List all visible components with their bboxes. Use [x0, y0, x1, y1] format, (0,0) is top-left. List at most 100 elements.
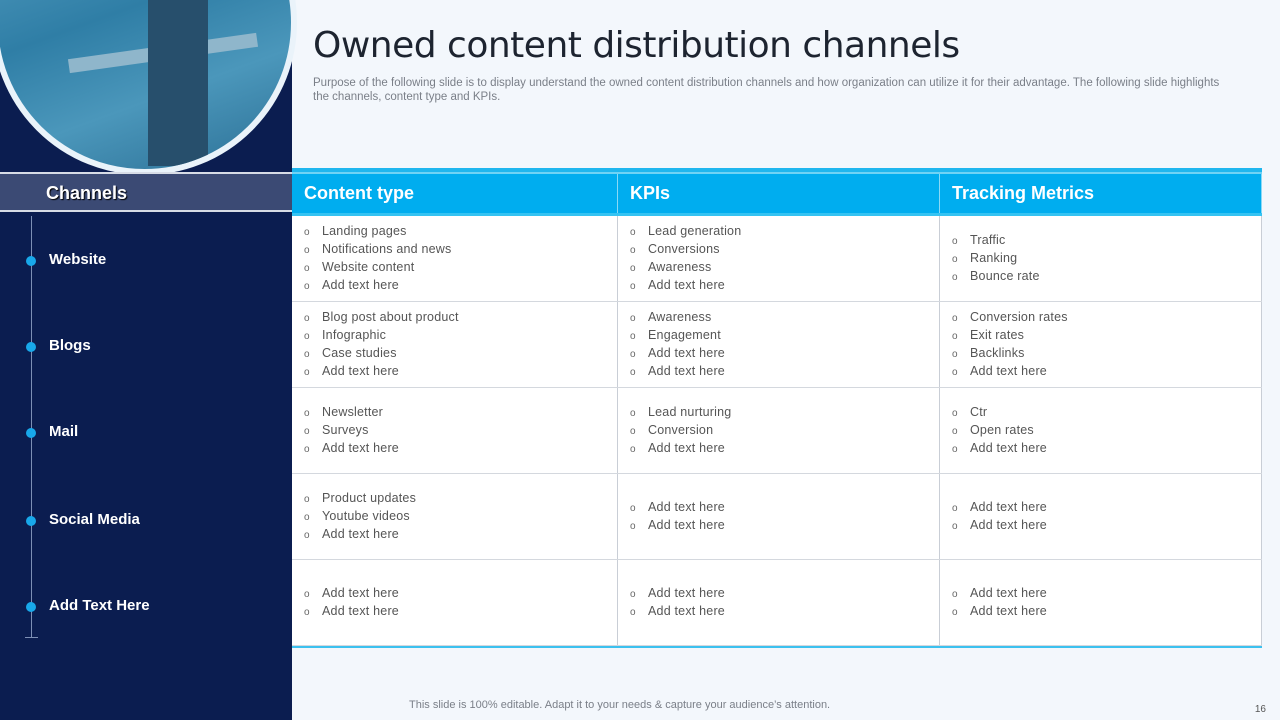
list-item: o Landing pages — [304, 223, 617, 241]
bullet-icon: o — [952, 235, 958, 247]
list-item: o Notifications and news — [304, 241, 617, 259]
list-item: o Add text here — [630, 499, 939, 517]
list-item: o Add text here — [304, 277, 617, 295]
list-item: o Ranking — [952, 250, 1261, 268]
bullet-icon: o — [304, 312, 310, 324]
channel-label: Social Media — [49, 511, 140, 528]
timeline-dot-icon — [26, 602, 36, 612]
content-cell: o Newsletter o Surveys o Add text here — [292, 388, 618, 473]
kpis-cell: o Awareness o Engagement o Add text here o Add … — [618, 302, 940, 387]
bullet-icon: o — [952, 502, 958, 514]
list-item: o Blog post about product — [304, 309, 617, 327]
footer-text: This slide is 100% editable. Adapt it to… — [409, 699, 831, 711]
kpis-cell: o Lead generation o Conversions o Awareness o A… — [618, 216, 940, 301]
bullet-icon: o — [630, 244, 636, 256]
list-item: o Add text here — [952, 603, 1261, 621]
list-item: o Infographic — [304, 327, 617, 345]
bullet-icon: o — [952, 407, 958, 419]
table-row: o Add text here o Add text here o Add text he… — [292, 560, 1262, 646]
bullet-icon: o — [952, 606, 958, 618]
list-item: o Case studies — [304, 345, 617, 363]
channel-item: Add Text Here — [26, 597, 150, 614]
page-number: 16 — [1254, 704, 1266, 715]
list-item: o Awareness — [630, 309, 939, 327]
list-item: o Add text here — [630, 585, 939, 603]
content-cell: o Product updates o Youtube videos o Add text… — [292, 474, 618, 559]
list-item: o Add text here — [304, 585, 617, 603]
channel-label: Add Text Here — [49, 597, 150, 614]
list-item: o Exit rates — [952, 327, 1261, 345]
bullet-icon: o — [304, 280, 310, 292]
bullet-icon: o — [952, 348, 958, 360]
bullet-icon: o — [952, 366, 958, 378]
list-item: o Add text here — [630, 517, 939, 535]
list-item: o Add text here — [952, 517, 1261, 535]
table-row: o Newsletter o Surveys o Add text here o Lead n… — [292, 388, 1262, 474]
header-tracking-metrics: Tracking Metrics — [940, 174, 1262, 213]
table-row: o Blog post about product o Infographic o Cas… — [292, 302, 1262, 388]
metrics-cell: o Add text here o Add text here — [940, 560, 1262, 645]
timeline-end — [25, 637, 38, 638]
bullet-icon: o — [952, 330, 958, 342]
list-item: o Lead nurturing — [630, 404, 939, 422]
kpis-cell: o Add text here o Add text here — [618, 560, 940, 645]
bullet-icon: o — [304, 330, 310, 342]
channel-item: Blogs — [26, 337, 91, 354]
bullet-icon: o — [630, 425, 636, 437]
channel-item: Mail — [26, 423, 78, 440]
timeline-dot-icon — [26, 428, 36, 438]
bullet-icon: o — [630, 262, 636, 274]
bullet-icon: o — [304, 493, 310, 505]
list-item: o Conversion rates — [952, 309, 1261, 327]
bullet-icon: o — [630, 407, 636, 419]
channel-item: Website — [26, 251, 106, 268]
table-row: o Landing pages o Notifications and news o We… — [292, 216, 1262, 302]
slide-subtitle: Purpose of the following slide is to dis… — [313, 77, 1220, 103]
content-cell: o Blog post about product o Infographic o Cas… — [292, 302, 618, 387]
list-item: o Conversions — [630, 241, 939, 259]
channel-label: Blogs — [49, 337, 91, 354]
bullet-icon: o — [952, 271, 958, 283]
list-item: o Add text here — [304, 526, 617, 544]
list-item: o Product updates — [304, 490, 617, 508]
list-item: o Add text here — [304, 363, 617, 381]
channel-label: Mail — [49, 423, 79, 440]
kpis-cell: o Lead nurturing o Conversion o Add text here — [618, 388, 940, 473]
list-item: o Newsletter — [304, 404, 617, 422]
content-cell: o Add text here o Add text here — [292, 560, 618, 645]
list-item: o Ctr — [952, 404, 1261, 422]
bullet-icon: o — [304, 226, 310, 238]
timeline-dot-icon — [26, 256, 36, 266]
list-item: o Backlinks — [952, 345, 1261, 363]
bullet-icon: o — [952, 588, 958, 600]
list-item: o Lead generation — [630, 223, 939, 241]
header-content-type: Content type — [292, 174, 618, 213]
channels-header-label: Channels — [46, 183, 128, 203]
bullet-icon: o — [630, 348, 636, 360]
list-item: o Engagement — [630, 327, 939, 345]
bullet-icon: o — [304, 588, 310, 600]
list-item: o Add text here — [630, 363, 939, 381]
channel-label: Website — [49, 251, 107, 268]
bullet-icon: o — [304, 511, 310, 523]
metrics-cell: o Ctr o Open rates o Add text here — [940, 388, 1262, 473]
list-item: o Add text here — [952, 499, 1261, 517]
bullet-icon: o — [630, 502, 636, 514]
list-item: o Awareness — [630, 259, 939, 277]
bullet-icon: o — [304, 244, 310, 256]
slide-title: Owned content distribution channels — [313, 25, 960, 66]
kpis-cell: o Add text here o Add text here — [618, 474, 940, 559]
list-item: o Add text here — [952, 440, 1261, 458]
list-item: o Add text here — [952, 363, 1261, 381]
office-photo — [0, 0, 297, 175]
list-item: o Add text here — [304, 440, 617, 458]
list-item: o Add text here — [630, 603, 939, 621]
bullet-icon: o — [952, 312, 958, 324]
timeline-dot-icon — [26, 342, 36, 352]
bullet-icon: o — [304, 366, 310, 378]
bullet-icon: o — [304, 425, 310, 437]
bullet-icon: o — [304, 606, 310, 618]
list-item: o Add text here — [952, 585, 1261, 603]
left-panel — [0, 0, 297, 720]
timeline-line — [31, 216, 32, 638]
